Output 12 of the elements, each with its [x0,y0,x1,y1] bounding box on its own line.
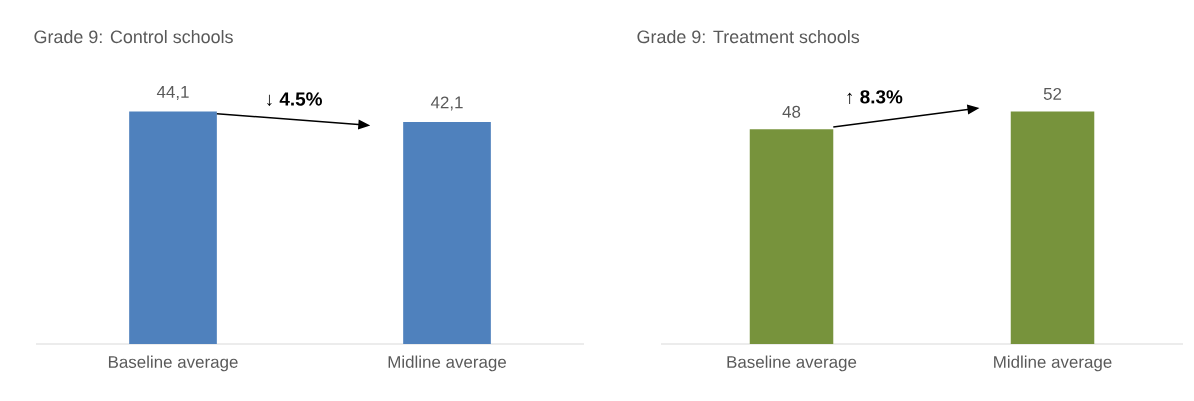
data-label: 52 [1043,87,1062,100]
data-label: 44,1 [156,86,189,100]
chart-title: Grade 9: Treatment schools [637,30,860,44]
x-tick-label: Midline average [994,355,1112,372]
x-tick-label: Midline average [388,355,506,372]
data-label: 42,1 [430,96,463,111]
chart-title: Grade 9: Control schools [34,30,233,44]
x-tick-label: Baseline average [108,355,238,372]
x-tick-label: Baseline average [727,355,857,372]
text: ↓ 4.5% [267,92,322,107]
text: ↑ 8.3% [847,90,903,104]
data-label: 48 [782,105,801,118]
